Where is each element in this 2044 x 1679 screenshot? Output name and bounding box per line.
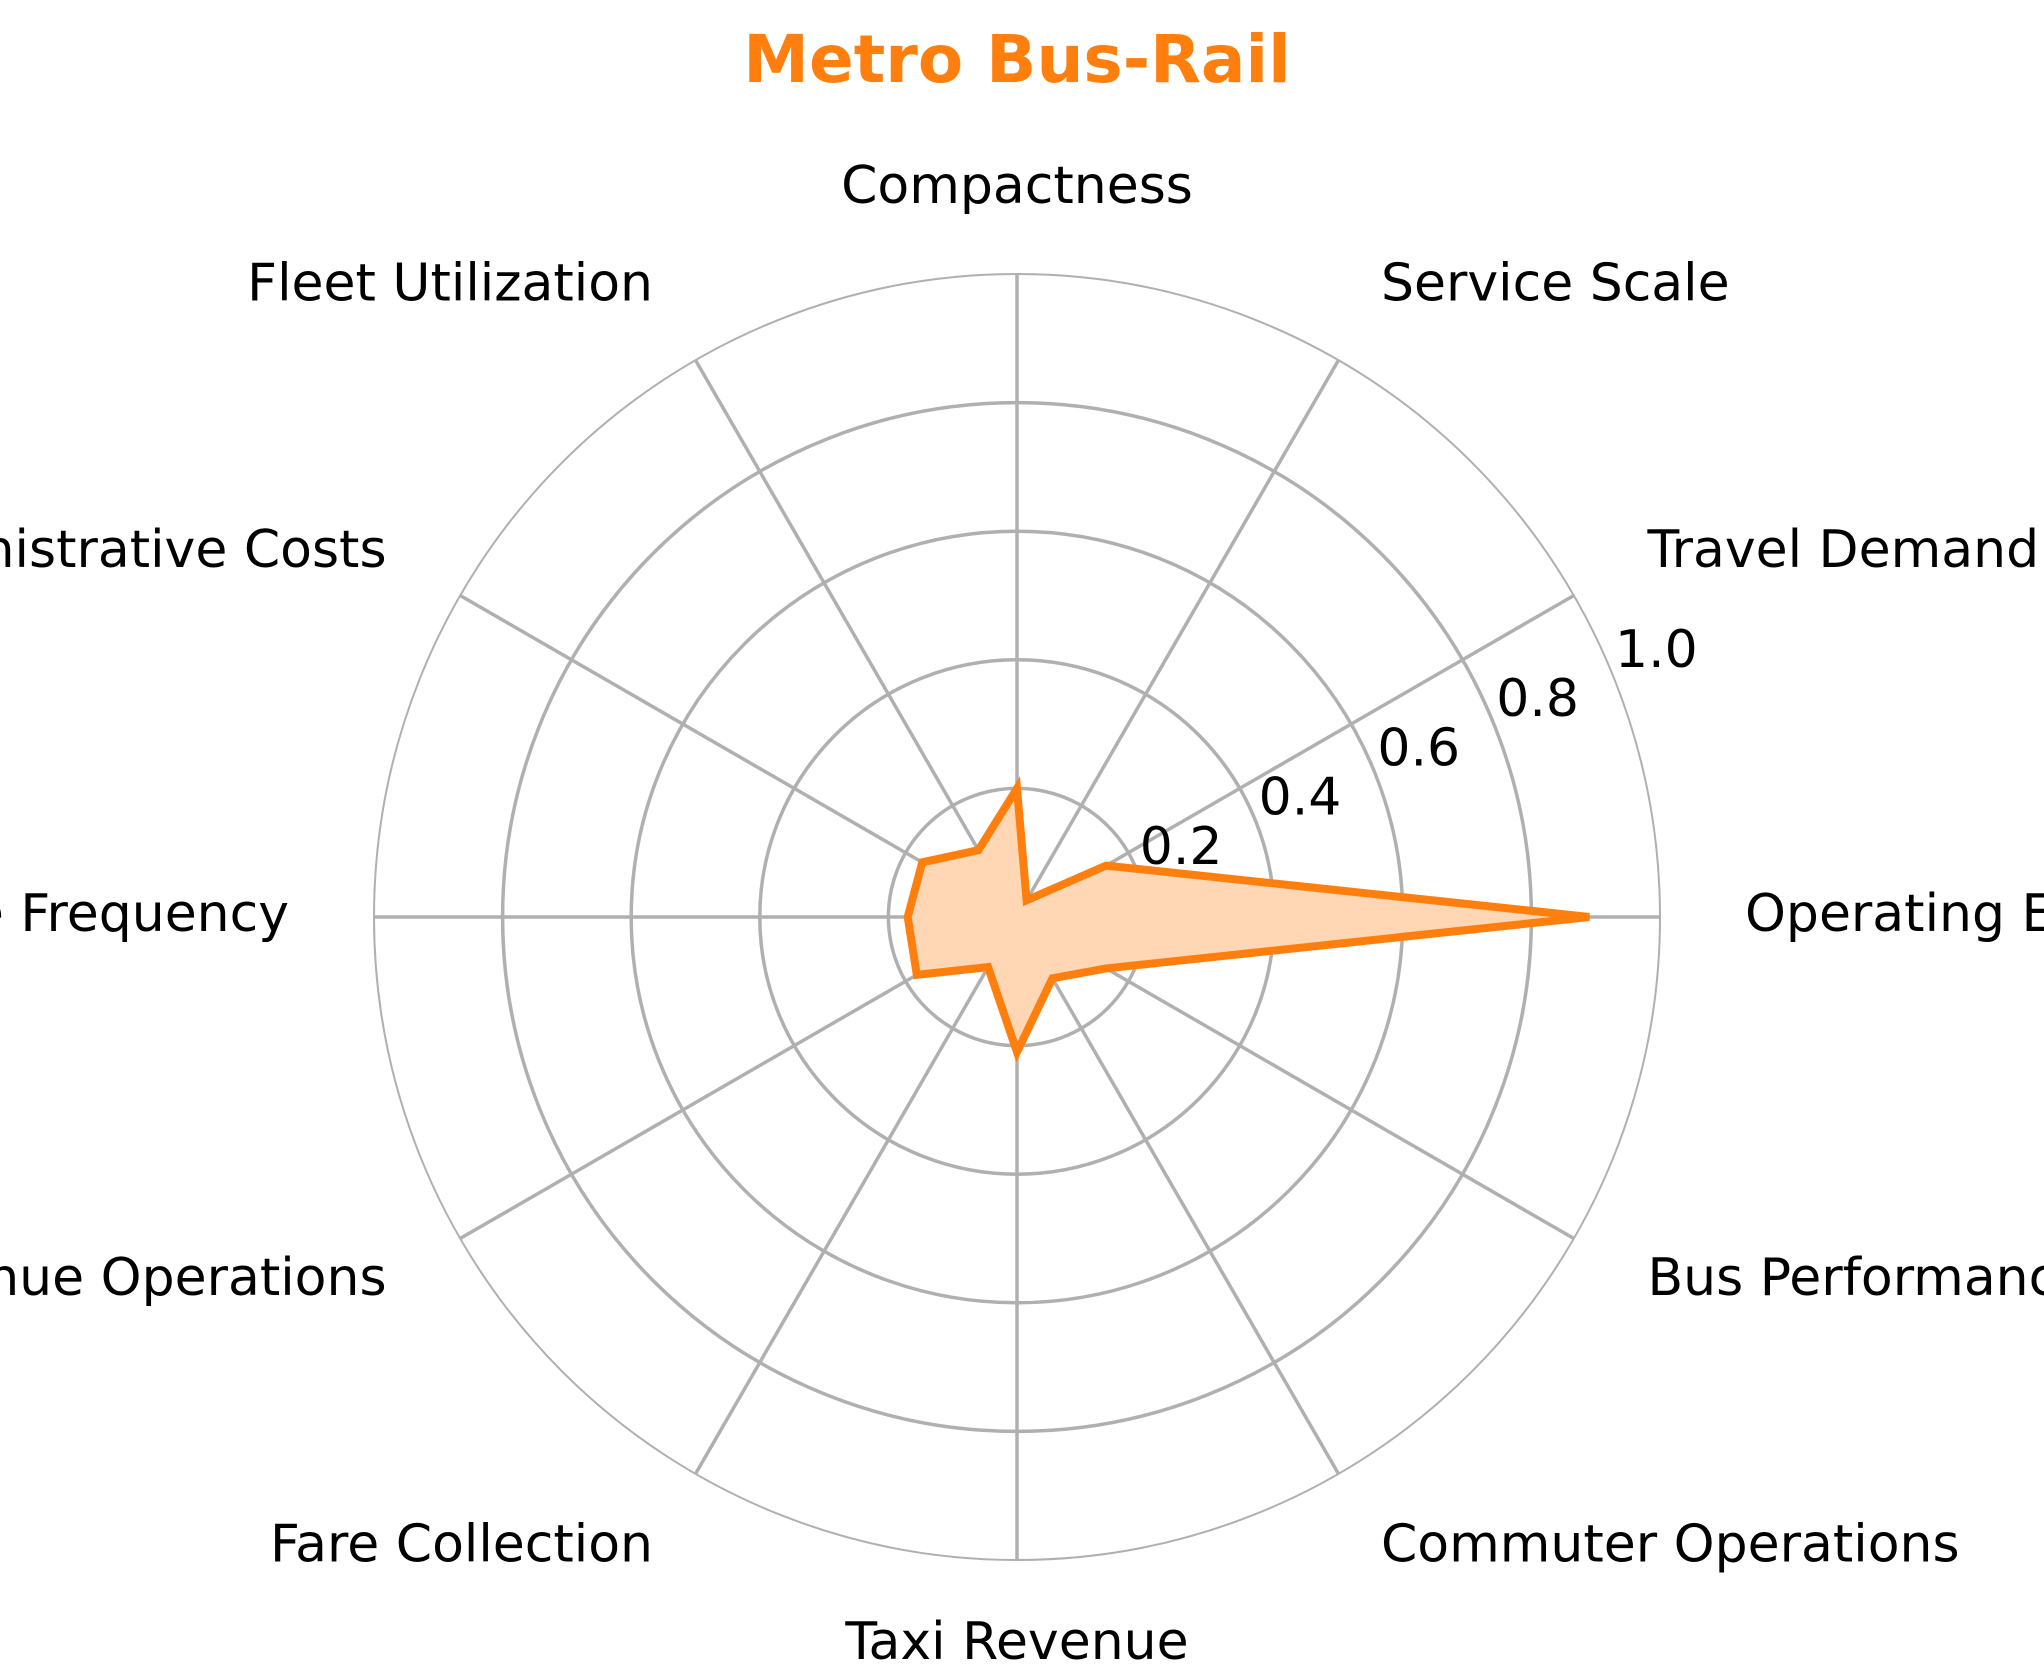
- axis-label-administrative-costs: Administrative Costs: [0, 520, 387, 580]
- data-point-fleet-utilization: [977, 849, 979, 851]
- data-point-service-frequency: [907, 916, 909, 918]
- axis-label-fare-collection: Fare Collection: [270, 1514, 653, 1574]
- data-point-compactness: [1016, 787, 1018, 789]
- axis-label-service-frequency: Service Frequency: [0, 884, 289, 944]
- category-labels: Operating Expenses Travel Demand Service S…: [0, 156, 2044, 1672]
- data-point-administrative-costs: [921, 861, 923, 863]
- grid-spoke: [693, 359, 1019, 918]
- radar-series: [903, 776, 1590, 1063]
- data-point-operating-expenses: [1588, 916, 1590, 918]
- axis-label-revenue-operations: Revenue Operations: [0, 1248, 387, 1308]
- grid-spoke: [1015, 916, 1341, 1475]
- data-point-travel-demand: [1105, 865, 1107, 867]
- axis-label-service-scale: Service Scale: [1381, 254, 1730, 314]
- axis-label-taxi-revenue: Taxi Revenue: [844, 1612, 1188, 1672]
- axis-label-operating-expenses: Operating Expenses: [1745, 884, 2044, 944]
- tick-label: 0.8: [1496, 669, 1579, 729]
- axis-label-travel-demand: Travel Demand: [1646, 520, 2039, 580]
- data-point-revenue-operations: [916, 974, 918, 976]
- axis-label-compactness: Compactness: [841, 156, 1193, 216]
- grid-spoke: [693, 916, 1019, 1475]
- data-point-service-scale: [1026, 899, 1028, 901]
- axis-label-fleet-utilization: Fleet Utilization: [247, 254, 653, 314]
- radial-tick-labels: 0.2 0.4 0.6 0.8 1.0: [1140, 620, 1698, 877]
- data-point-fare-collection: [987, 966, 989, 968]
- grid-spoke: [1015, 359, 1341, 918]
- data-point-taxi-revenue: [1016, 1051, 1018, 1053]
- axis-label-commuter-operations: Commuter Operations: [1381, 1514, 1960, 1574]
- tick-label: 1.0: [1615, 620, 1698, 680]
- tick-label: 0.4: [1259, 768, 1342, 828]
- chart-title: Metro Bus-Rail: [743, 21, 1290, 98]
- data-point-commuter-operations: [1051, 977, 1053, 979]
- tick-label: 0.6: [1377, 718, 1460, 778]
- data-point-bus-performance: [1105, 967, 1107, 969]
- series-fill: [907, 788, 1590, 1052]
- tick-label: 0.2: [1140, 817, 1223, 877]
- axis-label-bus-performance: Bus Performance: [1647, 1248, 2044, 1308]
